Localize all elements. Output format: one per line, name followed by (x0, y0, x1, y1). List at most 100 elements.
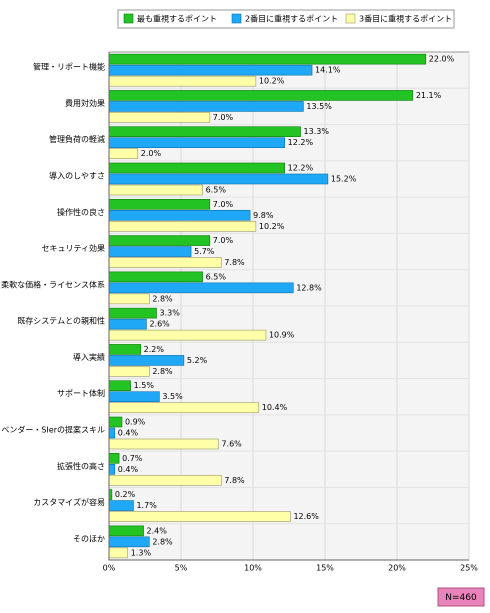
bar (108, 162, 285, 174)
value-label: 0.4% (118, 429, 139, 438)
value-label: 5.7% (194, 247, 215, 256)
bar (108, 525, 144, 537)
bar (108, 318, 147, 330)
category-label: 導入のしやすさ (49, 171, 105, 181)
bar (108, 416, 123, 428)
value-label: 12.8% (296, 283, 322, 292)
value-label: 0.2% (115, 490, 136, 499)
value-label: 3.5% (162, 392, 183, 401)
value-label: 15.2% (331, 175, 357, 184)
value-label: 2.0% (141, 149, 162, 158)
value-label: 12.6% (293, 512, 319, 521)
value-label: 7.0% (213, 113, 234, 122)
bar (108, 101, 304, 112)
bar (108, 293, 150, 305)
value-label: 22.0% (429, 55, 455, 64)
bar (108, 463, 116, 475)
bar (108, 380, 131, 392)
bar (108, 64, 313, 76)
value-label: 7.0% (213, 200, 234, 209)
legend-swatch (123, 13, 134, 24)
legend-label: 3番目に重視するポイント (359, 14, 452, 24)
category-label: サポート体制 (57, 388, 105, 398)
value-label: 1.7% (136, 501, 157, 510)
value-label: 1.5% (134, 381, 155, 390)
bar (108, 366, 150, 377)
bar (108, 137, 285, 149)
value-label: 10.9% (269, 331, 295, 340)
value-label: 3.3% (160, 309, 181, 318)
bar (108, 235, 211, 246)
bar (108, 90, 414, 101)
category-label: 導入実績 (73, 352, 105, 362)
bar (108, 246, 192, 257)
legend-label: 2番目に重視するポイント (245, 14, 338, 24)
category-label: 費用対効果 (65, 98, 105, 108)
bar (108, 271, 203, 283)
value-label: 0.7% (122, 454, 143, 463)
value-label: 7.8% (224, 476, 245, 485)
category-label: ベンダー・SIerの提案スキル (1, 425, 105, 435)
bar (108, 427, 116, 439)
legend-frame (117, 9, 455, 29)
value-label: 2.2% (144, 345, 165, 354)
x-tick-label: 5% (175, 564, 188, 573)
category-label: そのほか (73, 534, 105, 543)
value-label: 6.5% (206, 272, 227, 281)
value-label: 10.2% (259, 77, 285, 86)
bar (108, 402, 260, 414)
value-label: 9.8% (253, 211, 274, 220)
bar (108, 209, 251, 221)
bar (108, 344, 141, 355)
value-label: 21.1% (416, 91, 442, 100)
value-label: 10.4% (262, 403, 288, 412)
category-label: 管理負荷の軽減 (49, 134, 105, 144)
category-label: 操作性の良さ (57, 207, 105, 217)
category-label: 柔軟な価格・ライセンス体系 (1, 279, 105, 289)
bar (108, 511, 291, 522)
annotation: N=460 (445, 593, 477, 603)
value-label: 0.9% (125, 418, 146, 427)
bar (108, 355, 185, 366)
category-label: セキュリティ効果 (41, 243, 105, 253)
value-label: 1.3% (131, 548, 152, 557)
x-tick-label: 15% (316, 564, 334, 573)
bar (108, 126, 301, 138)
value-label: 13.5% (306, 102, 332, 111)
category-label: 既存システムとの親和性 (17, 316, 105, 326)
value-label: 2.8% (152, 294, 173, 303)
bar (108, 184, 203, 196)
bar (108, 536, 150, 548)
legend: 最も重視するポイント 2番目に重視するポイント 3番目に重視するポイント (117, 9, 455, 29)
value-label: 2.6% (149, 320, 170, 329)
x-tick-label: 25% (460, 564, 478, 573)
value-label: 14.1% (315, 66, 341, 75)
bar (108, 500, 134, 511)
bar (108, 173, 329, 185)
legend-label: 最も重視するポイント (137, 14, 217, 24)
bar (108, 282, 294, 294)
bar (108, 438, 219, 450)
value-label: 12.2% (288, 138, 314, 147)
bar (108, 53, 427, 65)
value-label: 2.8% (152, 537, 173, 546)
category-label: 管理・リポート機能 (33, 62, 105, 72)
bar (108, 75, 257, 87)
bar (108, 307, 157, 319)
value-label: 10.2% (259, 222, 285, 231)
bar (108, 391, 160, 403)
legend-swatch (345, 13, 356, 24)
value-label: 13.3% (304, 127, 330, 136)
bar (108, 452, 120, 464)
value-label: 0.4% (118, 465, 139, 474)
bar (108, 257, 222, 268)
bar (108, 198, 211, 210)
value-label: 2.4% (147, 526, 168, 535)
bar (108, 112, 211, 123)
value-label: 7.0% (213, 236, 234, 245)
value-label: 2.8% (152, 367, 173, 376)
category-label: 拡張性の高さ (57, 461, 105, 471)
annotation-box (437, 587, 485, 607)
bar (108, 547, 129, 559)
